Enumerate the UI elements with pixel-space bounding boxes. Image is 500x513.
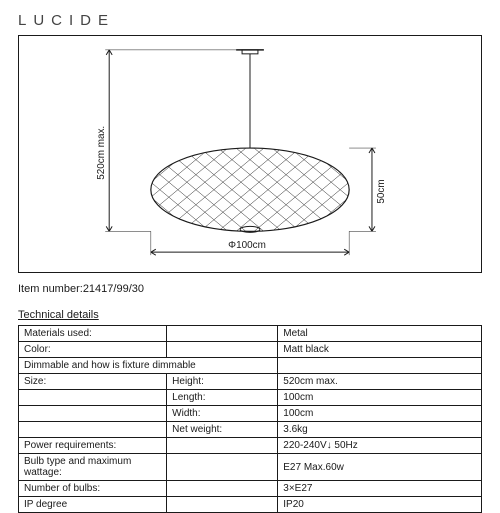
- item-number: Item number:21417/99/30: [18, 283, 482, 295]
- item-number-value: 21417/99/30: [83, 283, 144, 295]
- table-row: IP degree IP20: [19, 497, 482, 513]
- table-row: Materials used: Metal: [19, 326, 482, 342]
- spec-value: 3.6kg: [278, 422, 482, 438]
- svg-text:Φ100cm: Φ100cm: [228, 240, 266, 251]
- svg-text:50cm: 50cm: [376, 179, 387, 203]
- spec-label: Bulb type and maximum wattage:: [19, 454, 167, 481]
- spec-label: Length:: [167, 390, 278, 406]
- brand-logo: LUCIDE: [18, 12, 482, 29]
- spec-value: 3×E27: [278, 481, 482, 497]
- spec-value: 100cm: [278, 406, 482, 422]
- table-row: Dimmable and how is fixture dimmable: [19, 358, 482, 374]
- table-row: Width:100cm: [19, 406, 482, 422]
- spec-label: Power requirements:: [19, 438, 167, 454]
- spec-label: Materials used:: [19, 326, 167, 342]
- spec-label: Width:: [167, 406, 278, 422]
- spec-label: [167, 326, 278, 342]
- spec-label: Net weight:: [167, 422, 278, 438]
- item-number-label: Item number:: [18, 283, 83, 295]
- spec-label: IP degree: [19, 497, 167, 513]
- spec-label: Dimmable and how is fixture dimmable: [19, 358, 278, 374]
- spec-label: Color:: [19, 342, 167, 358]
- spec-value: Matt black: [278, 342, 482, 358]
- table-row: Length:100cm: [19, 390, 482, 406]
- spec-label: [167, 497, 278, 513]
- table-row: Number of bulbs: 3×E27: [19, 481, 482, 497]
- spec-label: [19, 422, 167, 438]
- table-row: Bulb type and maximum wattage: E27 Max.60…: [19, 454, 482, 481]
- spec-value: [278, 358, 482, 374]
- section-title: Technical details: [18, 309, 482, 321]
- spec-value: Metal: [278, 326, 482, 342]
- spec-value: 100cm: [278, 390, 482, 406]
- spec-label: Number of bulbs:: [19, 481, 167, 497]
- spec-label: Height:: [167, 374, 278, 390]
- spec-value: E27 Max.60w: [278, 454, 482, 481]
- spec-label: [167, 454, 278, 481]
- spec-label: [167, 438, 278, 454]
- technical-diagram: 520cm max. 50cm Φ100cm: [18, 35, 482, 273]
- diagram-svg: 520cm max. 50cm Φ100cm: [19, 36, 481, 272]
- spec-label: [167, 481, 278, 497]
- table-row: Size:Height:520cm max.: [19, 374, 482, 390]
- spec-value: IP20: [278, 497, 482, 513]
- spec-table: Materials used: Metal Color: Matt blackDimm…: [18, 325, 482, 513]
- table-row: Net weight:3.6kg: [19, 422, 482, 438]
- table-row: Color: Matt black: [19, 342, 482, 358]
- svg-text:520cm max.: 520cm max.: [96, 126, 107, 180]
- spec-value: 220-240V↓ 50Hz: [278, 438, 482, 454]
- spec-value: 520cm max.: [278, 374, 482, 390]
- table-row: Power requirements: 220-240V↓ 50Hz: [19, 438, 482, 454]
- spec-label: Size:: [19, 374, 167, 390]
- spec-label: [19, 406, 167, 422]
- spec-label: [167, 342, 278, 358]
- spec-label: [19, 390, 167, 406]
